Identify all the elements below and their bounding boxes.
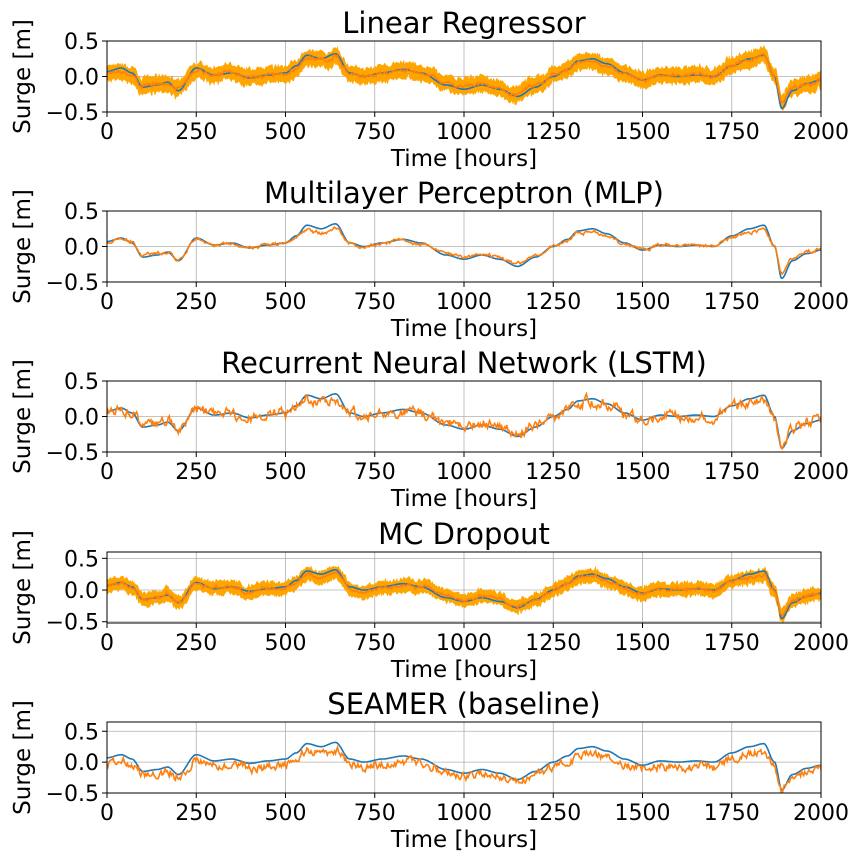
x-tick-label: 2000 (793, 631, 849, 656)
plot-area (107, 222, 821, 280)
subplot-5: 0 250 500 750 1000 1250 1500 1750 2000 0.5 0.0 −0.5… (10, 687, 849, 853)
x-tick-label: 1500 (615, 120, 671, 145)
x-tick-label: 1000 (436, 290, 492, 315)
y-tick-label: 0.5 (64, 370, 99, 395)
x-tick-label: 2000 (793, 290, 849, 315)
x-tick-label: 1000 (436, 460, 492, 485)
y-tick-label: 0.0 (64, 406, 99, 431)
x-tick-label: 750 (354, 290, 396, 315)
y-tick-label: −0.5 (46, 271, 99, 296)
y-axis-label: Surge [m] (10, 700, 36, 815)
plot-area (107, 44, 821, 111)
series-predicted-line (107, 52, 821, 104)
x-tick-label: 250 (175, 631, 217, 656)
subplot-3: 0 250 500 750 1000 1250 1500 1750 2000 0.5 0.0 −0.5… (10, 346, 849, 512)
x-tick-label: 0 (100, 631, 114, 656)
series-predicted-line (107, 570, 821, 617)
x-tick-label: 0 (100, 120, 114, 145)
y-axis-label: Surge [m] (10, 19, 36, 134)
x-axis-label: Time [hours] (390, 827, 537, 853)
x-tick-label: 2000 (793, 460, 849, 485)
x-tick-label: 1750 (704, 290, 760, 315)
y-axis-label: Surge [m] (10, 359, 36, 474)
x-tick-label: 250 (175, 460, 217, 485)
y-axis-label: Surge [m] (10, 530, 36, 645)
series-predicted-line (107, 744, 821, 793)
x-tick-label: 1000 (436, 120, 492, 145)
x-tick-label: 750 (354, 460, 396, 485)
x-tick-label: 750 (354, 801, 396, 826)
x-tick-label: 250 (175, 801, 217, 826)
x-tick-label: 1250 (525, 801, 581, 826)
y-tick-label: −0.5 (46, 782, 99, 807)
subplot-title: SEAMER (baseline) (327, 687, 600, 721)
x-tick-label: 1750 (704, 460, 760, 485)
y-tick-label: 0.0 (64, 66, 99, 91)
x-axis-label: Time [hours] (390, 146, 537, 172)
subplot-2: 0 250 500 750 1000 1250 1500 1750 2000 0.5 0.0 −0.5… (10, 176, 849, 342)
plot-area (107, 565, 821, 623)
x-tick-label: 2000 (793, 120, 849, 145)
x-tick-label: 250 (175, 290, 217, 315)
y-tick-label: 0.0 (64, 579, 99, 604)
y-tick-label: 0.5 (64, 200, 99, 225)
y-tick-label: 0.5 (64, 30, 99, 55)
x-tick-label: 750 (354, 631, 396, 656)
subplot-title: Linear Regressor (342, 6, 586, 40)
x-tick-label: 1500 (615, 460, 671, 485)
x-axis-label: Time [hours] (390, 486, 537, 512)
x-tick-label: 500 (265, 460, 307, 485)
x-axis-label: Time [hours] (390, 657, 537, 683)
x-tick-label: 750 (354, 120, 396, 145)
y-axis-label: Surge [m] (10, 189, 36, 304)
x-tick-label: 1750 (704, 120, 760, 145)
y-tick-label: −0.5 (46, 101, 99, 126)
x-tick-label: 0 (100, 801, 114, 826)
x-tick-label: 1250 (525, 120, 581, 145)
x-tick-label: 1250 (525, 290, 581, 315)
subplot-title: Multilayer Perceptron (MLP) (264, 176, 664, 210)
x-axis-label: Time [hours] (390, 316, 537, 342)
x-tick-label: 500 (265, 290, 307, 315)
x-tick-label: 1000 (436, 631, 492, 656)
x-tick-label: 500 (265, 120, 307, 145)
y-tick-label: −0.5 (46, 441, 99, 466)
subplot-title: Recurrent Neural Network (LSTM) (221, 346, 707, 380)
x-tick-label: 1500 (615, 631, 671, 656)
subplot-4: 0 250 500 750 1000 1250 1500 1750 2000 0.5 0.0 −0.5… (10, 517, 849, 683)
y-tick-label: 0.0 (64, 751, 99, 776)
y-tick-label: −0.5 (46, 611, 99, 636)
x-tick-label: 1750 (704, 801, 760, 826)
x-tick-label: 1750 (704, 631, 760, 656)
plot-area (107, 391, 821, 451)
x-tick-label: 250 (175, 120, 217, 145)
x-tick-label: 500 (265, 631, 307, 656)
x-tick-label: 1500 (615, 290, 671, 315)
x-tick-label: 0 (100, 290, 114, 315)
plot-area (107, 741, 821, 793)
y-tick-label: 0.0 (64, 236, 99, 261)
y-tick-label: 0.5 (64, 720, 99, 745)
x-tick-label: 1500 (615, 801, 671, 826)
x-tick-label: 2000 (793, 801, 849, 826)
subplot-1: 0 250 500 750 1000 1250 1500 1750 2000 0.5 0.0 −0.5… (10, 6, 849, 172)
y-tick-label: 0.5 (64, 547, 99, 572)
x-tick-label: 0 (100, 460, 114, 485)
subplot-title: MC Dropout (378, 517, 550, 551)
x-tick-label: 1250 (525, 631, 581, 656)
x-tick-label: 500 (265, 801, 307, 826)
x-tick-label: 1000 (436, 801, 492, 826)
series-predicted-line (107, 391, 821, 451)
uncertainty-band (107, 565, 821, 623)
x-tick-label: 1250 (525, 460, 581, 485)
series-predicted-line (107, 225, 821, 276)
